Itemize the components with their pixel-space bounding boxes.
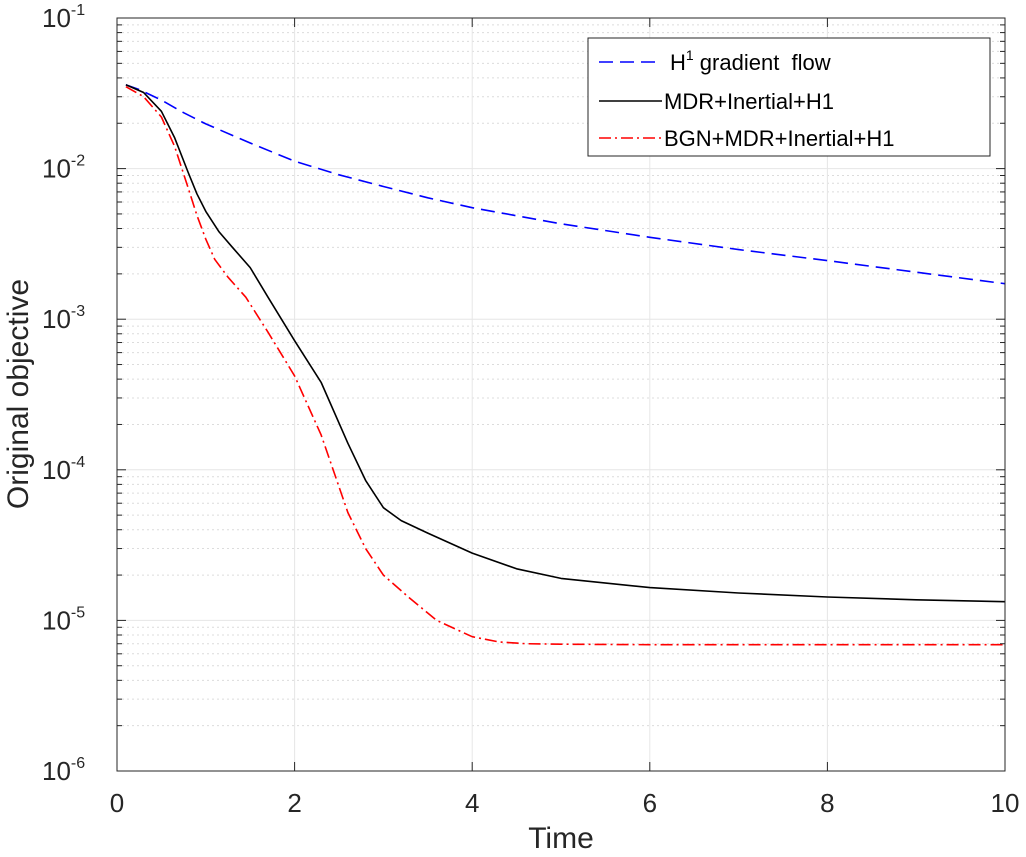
y-tick-label-exponent: -4 (71, 454, 85, 471)
series-layer (125, 84, 1006, 646)
y-tick-label: 10-5 (42, 604, 85, 635)
y-tick-label-exponent: -1 (71, 2, 85, 19)
legend-box (587, 37, 991, 157)
y-tick-label-base: 10 (42, 154, 71, 184)
legend-label-h1-base: H (670, 50, 686, 75)
y-tick-labels: 10-110-210-310-410-510-6 (42, 2, 85, 786)
series-line-bgn-mdr-inertial-h1 (125, 86, 1005, 646)
x-tick-label: 0 (110, 788, 124, 818)
legend-label-h1-sup: 1 (686, 47, 694, 63)
y-tick-label: 10-3 (42, 303, 85, 334)
y-tick-label-base: 10 (42, 3, 71, 33)
x-axis-title: Time (528, 822, 594, 855)
y-tick-label: 10-4 (42, 454, 85, 485)
y-tick-label-base: 10 (42, 304, 71, 334)
y-tick-label-base: 10 (42, 455, 71, 485)
y-tick-label-exponent: -2 (71, 153, 85, 170)
series-line-mdr-inertial-h1 (125, 84, 1006, 603)
y-tick-label: 10-2 (42, 153, 85, 184)
y-axis-title: Original objective (2, 279, 35, 509)
legend-label-bgn-mdr-inertial-h1: BGN+MDR+Inertial+H1 (664, 126, 894, 151)
y-tick-label-base: 10 (42, 756, 71, 786)
x-tick-label: 10 (991, 788, 1020, 818)
x-tick-label: 4 (465, 788, 479, 818)
series-line-h1-gradient-flow (125, 84, 1006, 285)
legend: H1 gradient flow MDR+Inertial+H1 BGN+MDR… (587, 37, 991, 157)
y-tick-label-exponent: -6 (71, 755, 85, 772)
legend-label-mdr-inertial-h1: MDR+Inertial+H1 (664, 89, 834, 114)
x-tick-label: 8 (820, 788, 834, 818)
legend-label-h1-rest: gradient flow (694, 50, 831, 75)
y-tick-label-base: 10 (42, 605, 71, 635)
axis-ticks (116, 17, 1006, 772)
y-tick-label-exponent: -3 (71, 303, 85, 320)
y-tick-label-exponent: -5 (71, 604, 85, 621)
legend-label-h1-gradient-flow: H1 gradient flow (670, 47, 831, 75)
x-tick-label: 2 (287, 788, 301, 818)
x-tick-label: 6 (643, 788, 657, 818)
x-tick-labels: 0 2 4 6 8 10 (110, 788, 1020, 818)
y-tick-label: 10-6 (42, 755, 85, 786)
plot-frame (116, 17, 1006, 772)
y-tick-label: 10-1 (42, 2, 85, 33)
